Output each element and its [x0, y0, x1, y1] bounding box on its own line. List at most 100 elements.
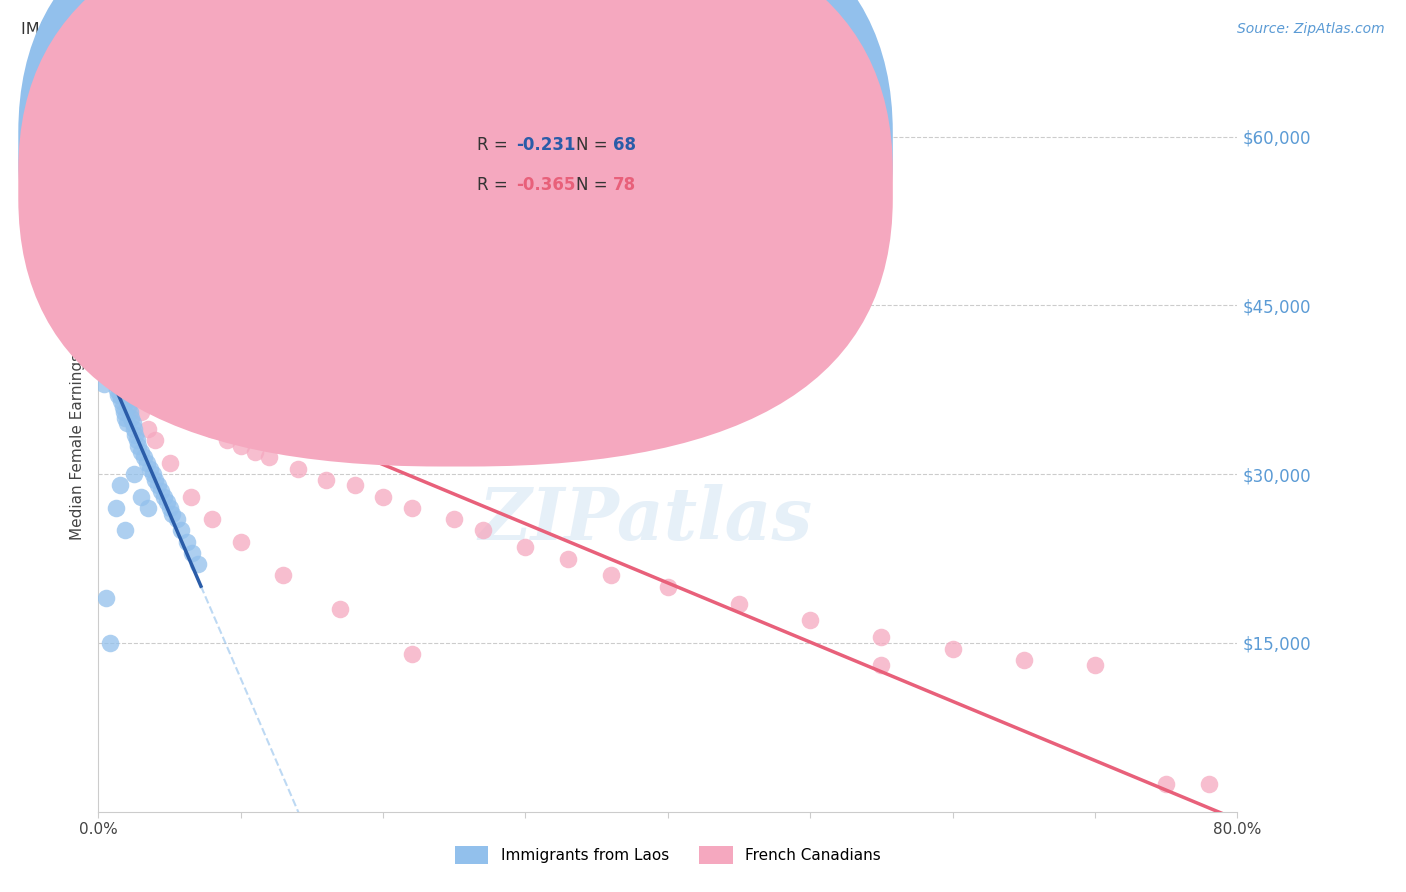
Point [98, 321, 121, 335]
Text: N =: N = [576, 136, 613, 154]
Point [98, 197, 121, 211]
Point [120, 410, 142, 425]
Point [153, 490, 176, 504]
Point [156, 495, 179, 509]
Point [115, 394, 138, 409]
Point [97, 349, 120, 363]
Point [401, 500, 423, 515]
Point [104, 349, 127, 363]
Point [138, 360, 160, 375]
Text: R =: R = [477, 136, 513, 154]
Point [657, 580, 679, 594]
Text: N =: N = [576, 176, 613, 194]
Point [105, 310, 128, 324]
Text: -0.365: -0.365 [516, 176, 575, 194]
Point [194, 417, 217, 431]
Point [100, 360, 122, 375]
Point [93, 163, 115, 178]
Point [111, 281, 134, 295]
Point [148, 478, 170, 492]
Point [101, 366, 124, 380]
Point [101, 337, 124, 351]
Point [117, 400, 139, 414]
Point [94, 354, 117, 368]
Point [1012, 653, 1035, 667]
Point [104, 500, 127, 515]
Point [173, 405, 195, 419]
Point [343, 478, 366, 492]
Point [443, 512, 465, 526]
Point [122, 422, 145, 436]
Point [101, 219, 124, 234]
Point [110, 332, 132, 346]
Point [118, 371, 141, 385]
Point [159, 500, 181, 515]
Point [118, 405, 141, 419]
Point [1084, 658, 1107, 673]
Point [170, 524, 193, 538]
Point [129, 490, 152, 504]
Point [150, 483, 173, 498]
Point [166, 512, 188, 526]
Point [104, 242, 127, 256]
Point [136, 422, 159, 436]
Point [187, 417, 209, 431]
Point [114, 293, 136, 307]
Point [110, 394, 132, 409]
Point [870, 630, 893, 644]
Point [401, 647, 423, 661]
Point [162, 507, 184, 521]
Point [120, 315, 142, 329]
Point [243, 444, 266, 458]
Point [138, 461, 160, 475]
Point [105, 383, 128, 397]
Point [141, 366, 163, 380]
Point [141, 467, 163, 482]
Text: Source: ZipAtlas.com: Source: ZipAtlas.com [1237, 22, 1385, 37]
Point [229, 534, 252, 549]
Point [181, 546, 204, 560]
Point [153, 388, 176, 402]
Point [112, 287, 135, 301]
Point [132, 450, 155, 465]
Point [107, 259, 129, 273]
Point [114, 354, 136, 368]
Point [728, 597, 751, 611]
Point [115, 298, 138, 312]
Point [96, 242, 118, 256]
Point [124, 427, 146, 442]
Point [201, 422, 224, 436]
Point [100, 332, 122, 346]
Point [132, 349, 155, 363]
Point [114, 524, 136, 538]
Point [93, 377, 115, 392]
Point [114, 410, 136, 425]
Point [1198, 776, 1220, 790]
Point [557, 551, 579, 566]
Point [180, 410, 202, 425]
Text: 68: 68 [613, 136, 636, 154]
Point [108, 478, 131, 492]
Point [145, 434, 167, 448]
Point [94, 276, 117, 290]
Text: IMMIGRANTS FROM LAOS VS FRENCH CANADIAN MEDIAN FEMALE EARNINGS CORRELATION CHART: IMMIGRANTS FROM LAOS VS FRENCH CANADIAN … [21, 22, 817, 37]
Point [870, 658, 893, 673]
Point [329, 602, 352, 616]
Point [201, 512, 224, 526]
Point [108, 264, 131, 278]
Point [108, 388, 131, 402]
Text: -0.231: -0.231 [516, 136, 575, 154]
Point [103, 343, 125, 358]
Point [110, 371, 132, 385]
Point [799, 614, 821, 628]
Text: ZIPatlas: ZIPatlas [478, 483, 813, 555]
Legend: Immigrants from Laos, French Canadians: Immigrants from Laos, French Canadians [449, 840, 887, 870]
Point [159, 456, 181, 470]
Point [187, 557, 209, 571]
Point [273, 568, 295, 582]
Point [125, 434, 148, 448]
Point [180, 490, 202, 504]
Point [94, 591, 117, 605]
Point [105, 253, 128, 268]
Point [122, 388, 145, 402]
